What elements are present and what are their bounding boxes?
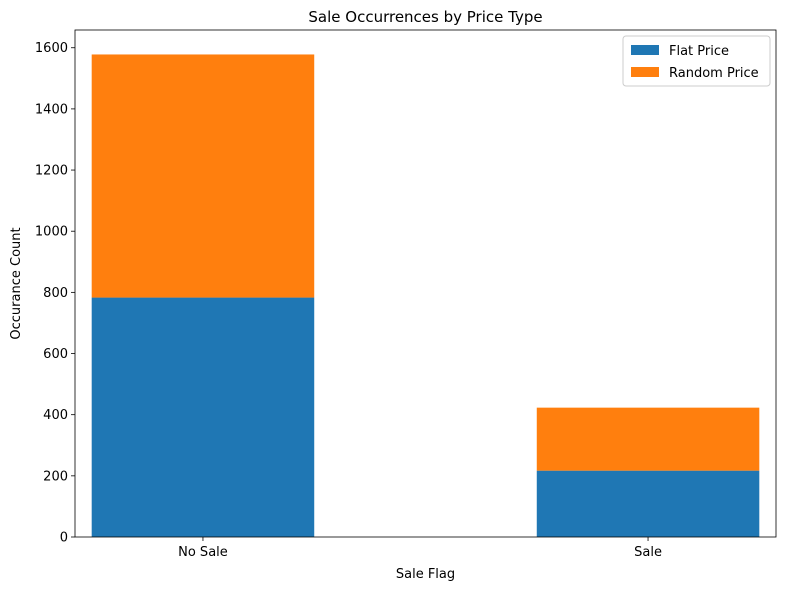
y-axis: 0 200 400 600 800 1000 1200 1400 1600 (35, 41, 75, 546)
y-tick-label: 200 (43, 469, 68, 484)
x-axis: No Sale Sale (178, 537, 662, 560)
y-tick-label: 1400 (35, 102, 68, 117)
bar-random-price-no-sale (91, 54, 315, 298)
x-tick-label: No Sale (178, 545, 228, 560)
x-tick-label: Sale (634, 545, 662, 560)
chart-title: Sale Occurrences by Price Type (308, 8, 542, 26)
y-tick-label: 400 (43, 408, 68, 423)
y-tick-label: 1600 (35, 41, 68, 56)
plot-frame (74, 29, 777, 538)
bars-layer (91, 54, 760, 537)
bar-random-price-sale (536, 407, 760, 471)
y-tick-label: 1200 (35, 164, 68, 179)
legend-swatch (631, 67, 659, 77)
y-axis-title: Occurance Count (9, 227, 24, 339)
legend-box (622, 35, 771, 87)
y-tick-label: 0 (60, 531, 68, 546)
legend-label: Flat Price (669, 44, 729, 59)
bar-flat-price-sale (536, 470, 760, 537)
y-tick-label: 1000 (35, 225, 68, 240)
legend-label: Random Price (669, 66, 759, 81)
x-axis-title: Sale Flag (396, 567, 455, 582)
legend: Flat Price Random Price (622, 35, 771, 87)
bar-flat-price-no-sale (91, 297, 315, 537)
y-tick-label: 600 (43, 347, 68, 362)
y-tick-label: 800 (43, 286, 68, 301)
legend-swatch (631, 45, 659, 55)
